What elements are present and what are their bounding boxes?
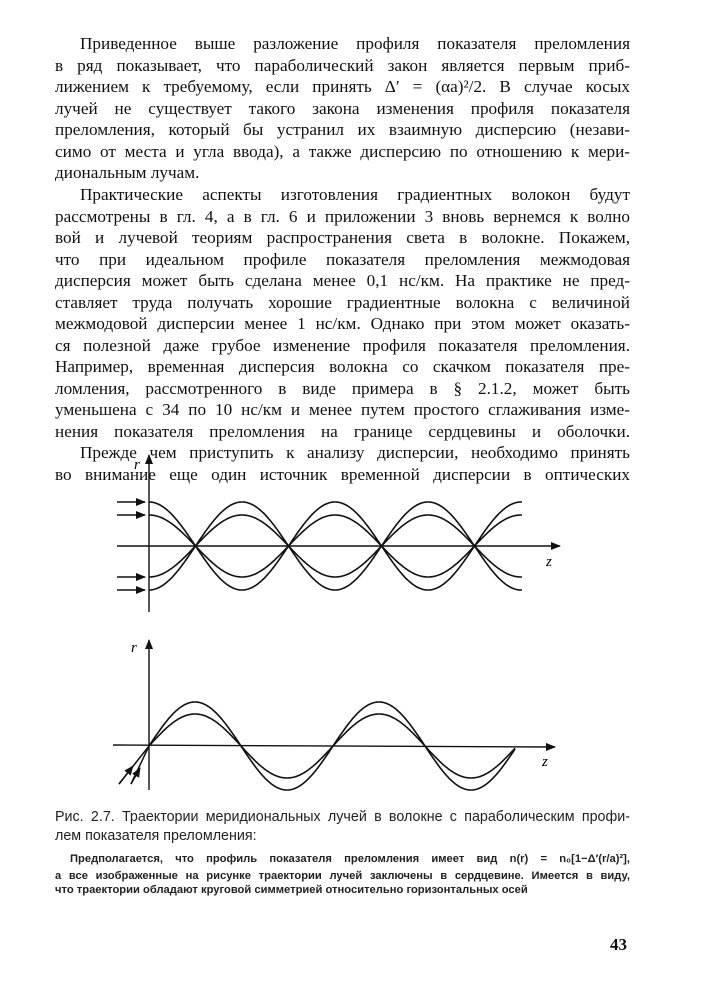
note-line: что траектории обладают круговой симметр… [55,884,528,896]
text-line: диональным лучам. [55,163,200,182]
note-line: Предполагается, что профиль показателя п… [70,853,630,865]
text-line: рассмотрены в гл. 4, а в гл. 6 и приложе… [55,206,630,226]
ray-trajectory [148,713,516,779]
text-line: ставляет труда получать хорошие градиент… [55,292,630,312]
caption-line: Рис. 2.7. Траектории меридиональных луче… [55,809,630,825]
text-line: межмодовой дисперсии менее 1 нс/км. Одна… [55,314,630,333]
text-line: вой и лучевой теориям распространения св… [55,228,630,247]
text-line: ся полезной даже грубое изменение профил… [55,335,630,355]
text-line: Приведенное выше разложение профиля пока… [80,34,630,53]
ray-trajectory [149,501,522,591]
ray-trajectory [149,501,522,591]
text-line: преломления, который бы устранил их взаи… [55,120,630,139]
text-line: в ряд показывает, что параболический зак… [55,55,630,75]
ray-trajectory [149,514,522,578]
top-r-label: r [134,457,140,473]
page-number: 43 [610,935,627,954]
input-ray-arrow [130,767,141,785]
text-line: лижением к требуемому, если принять Δ′ =… [55,77,630,96]
text-line: нения показателя преломления на границе … [55,421,630,441]
input-ray-arrow [118,765,134,785]
bottom-diagram: r z [112,639,556,791]
text-line: Практические аспекты изготовления градие… [80,185,630,204]
caption-line: лем показателя преломления: [55,828,257,844]
text-line: ломления, рассмотренного в виде примера … [55,378,630,398]
note-line: а все изображенные на рисунке траектории… [55,870,630,882]
text-line: дисперсия может быть сделана менее 0,1 н… [55,271,630,290]
text-line: Прежде чем приступить к анализу дисперси… [80,443,630,462]
bottom-r-label: r [131,640,137,656]
text-line: уменьшена с 34 по 10 нс/км и менее путем… [55,400,630,419]
bottom-z-label: z [541,754,548,770]
text-line: во внимание еще один источник временной … [55,464,630,484]
top-z-label: z [545,554,552,570]
text-line: симо от места и угла ввода), а также дис… [55,141,630,161]
text-line: лучей не существует такого закона измене… [55,98,630,118]
text-line: Например, временная дисперсия волокна со… [55,357,630,376]
text-line: что при идеальном профиле показателя пре… [55,249,630,269]
top-diagram: r z [117,454,561,612]
ray-trajectory [149,514,522,578]
